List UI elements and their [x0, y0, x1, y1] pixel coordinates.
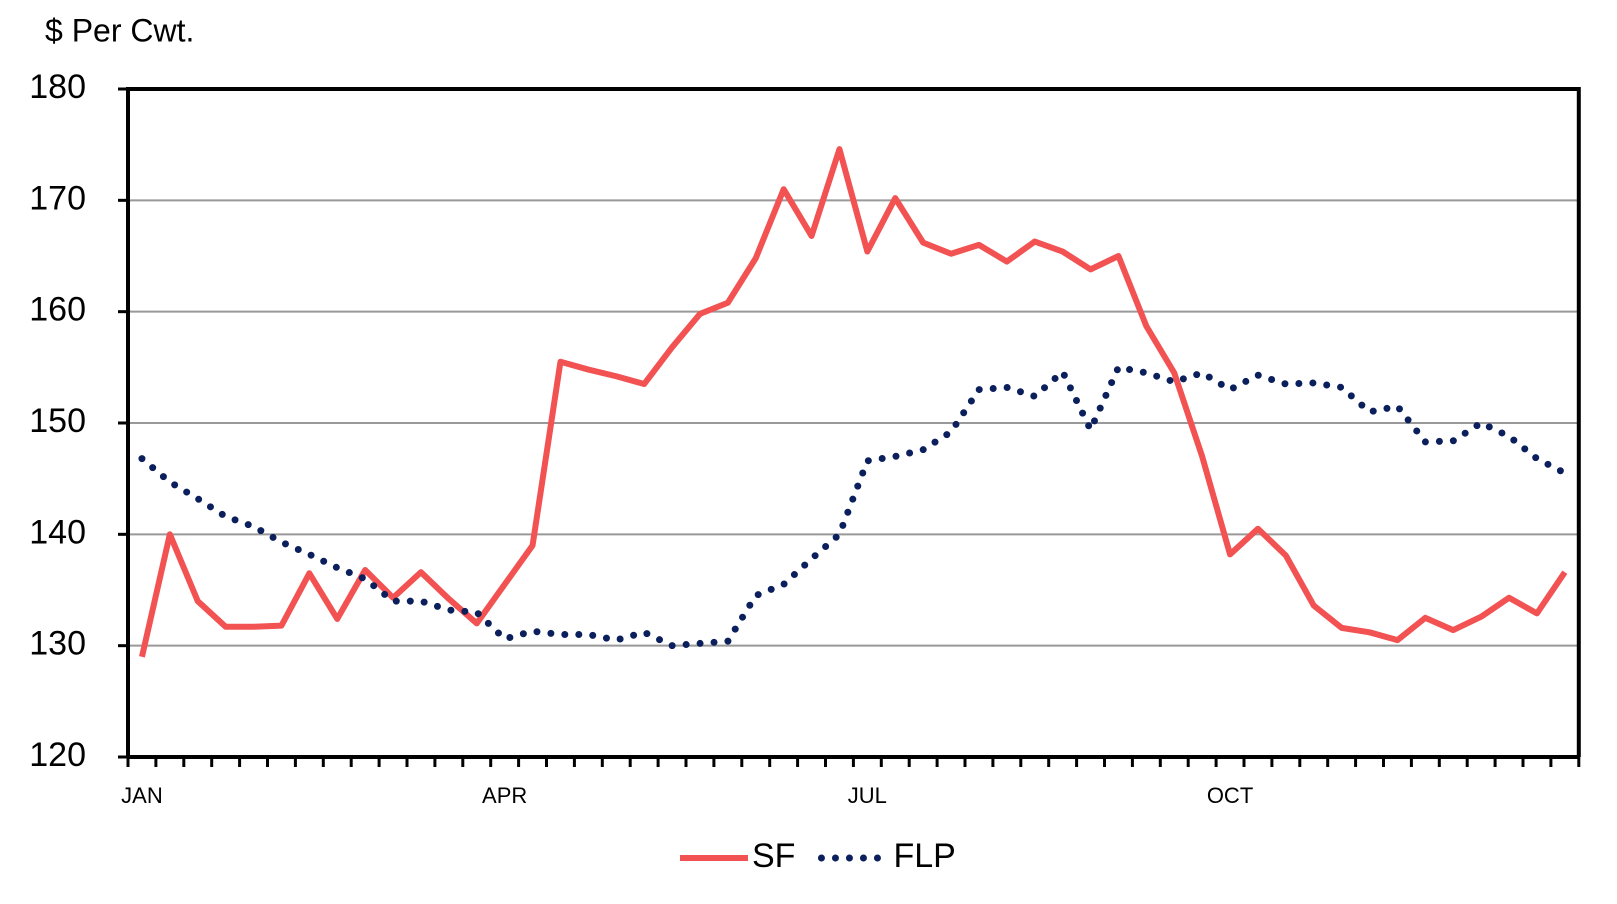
y-tick-label: 170: [29, 179, 86, 217]
plot-frame: [126, 87, 1581, 757]
y-tick-label: 180: [29, 68, 86, 106]
x-tick-label: JAN: [121, 783, 163, 808]
y-tick-label: 140: [29, 513, 86, 551]
x-tick-label: APR: [482, 783, 527, 808]
y-tick-label: 130: [29, 625, 86, 663]
x-tick-label: OCT: [1207, 783, 1253, 808]
legend-label: FLP: [893, 837, 955, 875]
x-tick-label: JUL: [848, 783, 887, 808]
y-tick-label: 160: [29, 291, 86, 329]
y-tick-label: 150: [29, 402, 86, 440]
y-axis-title: $ Per Cwt.: [45, 12, 194, 48]
legend-label: SF: [752, 837, 795, 875]
series-line: [139, 146, 1568, 658]
y-tick-label: 120: [29, 736, 86, 774]
series-line: [138, 363, 1569, 650]
